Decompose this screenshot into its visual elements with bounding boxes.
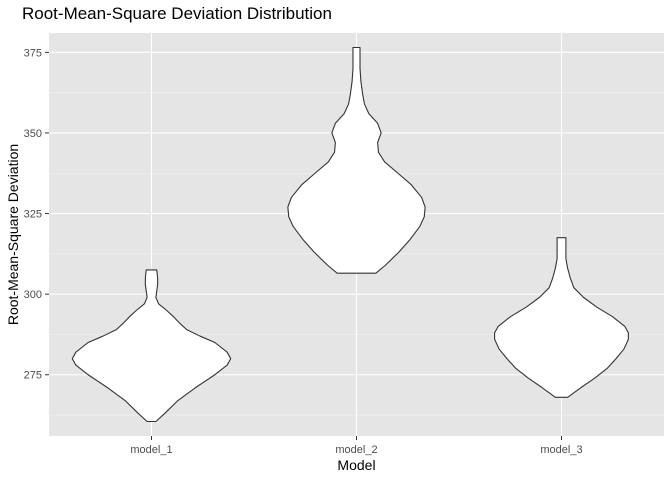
chart-title: Root-Mean-Square Deviation Distribution: [22, 4, 332, 23]
y-axis: 275 300 325 350 375: [24, 47, 49, 382]
x-axis: model_1 model_2 model_3: [130, 436, 583, 456]
x-axis-title: Model: [337, 457, 375, 473]
y-tick-label: 300: [24, 289, 42, 301]
x-tick-label: model_1: [130, 444, 172, 456]
y-tick-label: 275: [24, 370, 42, 382]
x-tick-label: model_3: [540, 444, 582, 456]
violin-model-1: [71, 269, 232, 423]
violin-model-3: [494, 237, 629, 398]
violin-model-2: [287, 46, 426, 274]
y-tick-label: 325: [24, 209, 42, 221]
y-tick-label: 350: [24, 128, 42, 140]
y-tick-label: 375: [24, 47, 42, 59]
violins-group: [71, 46, 629, 423]
y-axis-title: Root-Mean-Square Deviation: [5, 144, 21, 325]
x-tick-label: model_2: [335, 444, 377, 456]
